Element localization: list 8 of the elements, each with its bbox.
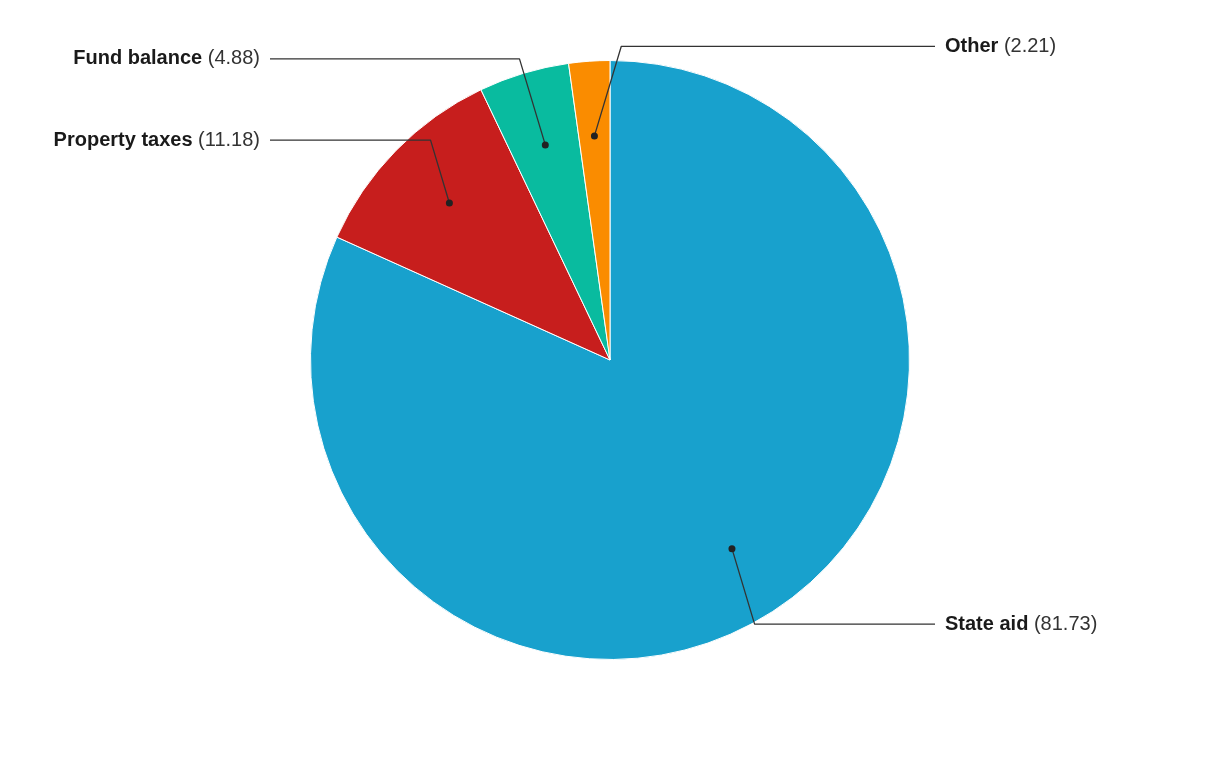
data-label: (4.88) (202, 46, 261, 69)
data-label: (81.73) (1028, 611, 1098, 634)
slice-label: Fund balance (73, 46, 203, 69)
slice-label: State aid (945, 611, 1029, 634)
slice-label: Property taxes (53, 127, 193, 150)
slice-label: Other (945, 33, 999, 56)
data-label: (2.21) (998, 33, 1057, 56)
data-label: (11.18) (192, 127, 261, 150)
